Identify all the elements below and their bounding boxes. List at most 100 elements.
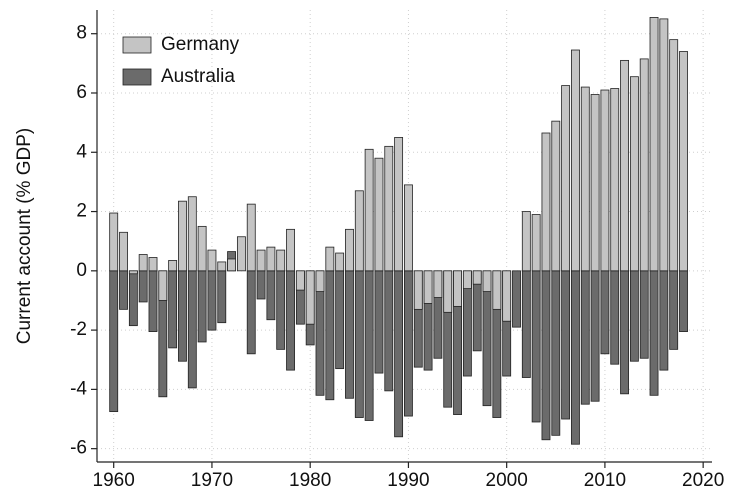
bar [305,270,315,325]
bar [207,270,217,331]
bar [413,270,423,310]
y-tick-label: 2 [76,201,87,222]
bar [119,231,128,272]
bar [472,270,482,285]
bar [394,137,404,272]
bar [256,270,266,300]
bar [443,270,453,313]
bar [345,228,354,272]
bar [482,270,492,292]
bar [629,270,639,362]
legend-swatch [122,36,152,54]
bar [561,85,571,272]
bar [197,270,207,343]
bar [600,89,610,272]
x-tick-label: 1960 [93,470,135,491]
bar [512,270,521,328]
bar [345,270,354,399]
bar [286,228,295,272]
bar [629,76,639,272]
bar [109,212,119,272]
bar [571,270,580,445]
bar [561,270,571,420]
bar [227,258,237,272]
bar [649,270,659,396]
bar [217,270,227,324]
y-axis-label: Current account (% GDP) [14,128,35,344]
bar [364,148,374,272]
bar [119,270,128,310]
bar [639,270,649,359]
bar [541,132,551,272]
bar [276,249,286,272]
x-tick-label: 1980 [289,470,331,491]
bar [551,270,561,436]
bar [246,270,256,355]
bar [404,184,413,272]
bar [659,18,669,272]
bar [580,86,590,272]
bar [178,270,187,362]
bar [679,270,688,332]
bar [541,270,551,441]
bar [590,270,600,402]
bar [187,270,197,389]
bar [384,270,394,392]
bar [571,49,580,272]
bar [128,270,138,275]
bar [197,225,207,272]
bar [521,270,531,378]
x-tick-label: 2000 [486,470,528,491]
bar [325,246,335,272]
bar [148,257,158,272]
y-tick-label: 8 [76,23,87,44]
y-tick-label: -4 [70,378,87,399]
bar [620,59,629,272]
bar [178,200,187,272]
x-tick-label: 1970 [191,470,233,491]
bar [148,270,158,332]
bar [168,270,178,349]
bar [217,261,227,272]
bar [187,196,197,272]
bar [266,270,276,321]
bar [590,94,600,272]
x-tick-label: 2010 [584,470,626,491]
x-tick-label: 1990 [387,470,429,491]
y-tick-label: -6 [70,438,87,459]
bar [639,58,649,272]
bar [246,203,256,272]
legend-swatch [122,68,152,86]
y-tick-label: 0 [76,260,87,281]
bar [256,249,266,272]
bar [109,270,119,413]
y-tick-label: -2 [70,319,87,340]
bar [335,252,345,272]
legend-label: Australia [161,66,235,87]
bar [335,270,345,370]
bar [364,270,374,421]
bar [669,39,679,272]
bar [207,249,217,272]
bar [521,211,531,272]
bar [374,157,384,272]
bar [610,88,620,272]
bar [138,270,148,303]
bar [276,270,286,350]
bar [531,214,541,272]
bar [531,270,541,423]
x-tick-label: 2020 [682,470,724,491]
bar [295,270,305,291]
bar [551,120,561,272]
bar [462,270,472,290]
bar [354,270,364,418]
bar [453,270,462,307]
bar [580,270,590,405]
bar [502,270,512,322]
bar [354,190,364,272]
bar [669,270,679,350]
bar [404,270,413,417]
bar [315,270,325,292]
bar [168,260,178,272]
